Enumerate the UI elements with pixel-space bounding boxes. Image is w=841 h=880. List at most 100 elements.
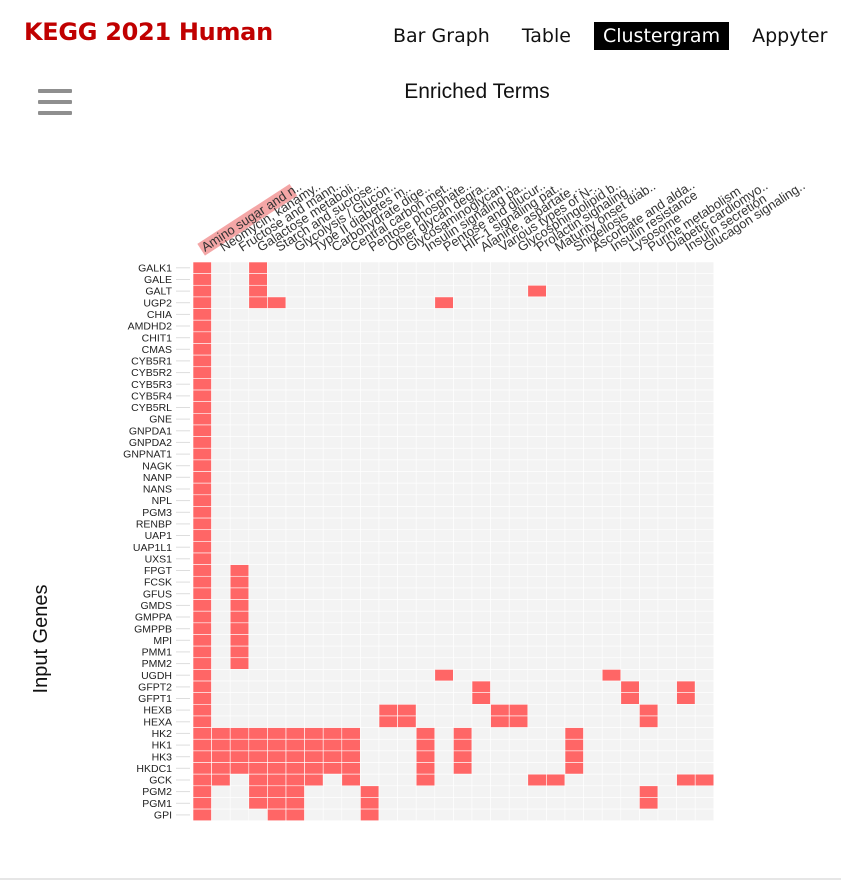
heatmap-cell[interactable] — [322, 610, 343, 624]
heatmap-cell[interactable] — [564, 541, 584, 554]
heatmap-cell[interactable] — [676, 808, 696, 822]
heatmap-cell[interactable] — [694, 366, 715, 379]
heatmap-cell[interactable] — [564, 808, 584, 822]
heatmap-cell[interactable] — [527, 354, 547, 368]
heatmap-cell[interactable] — [620, 331, 640, 344]
heatmap-cell[interactable] — [267, 494, 287, 507]
heatmap-cell[interactable] — [378, 424, 398, 437]
heatmap-cell[interactable] — [601, 494, 622, 507]
heatmap-cell[interactable] — [304, 529, 324, 542]
heatmap-cell[interactable] — [192, 517, 212, 531]
heatmap-cell[interactable] — [322, 587, 343, 600]
heatmap-cell[interactable] — [490, 808, 510, 822]
heatmap-cell[interactable] — [639, 331, 659, 344]
heatmap-cell[interactable] — [229, 808, 250, 822]
heatmap-cell[interactable] — [657, 529, 677, 542]
heatmap-cell[interactable] — [471, 343, 491, 356]
row-label[interactable]: HEXB — [143, 705, 172, 717]
heatmap-cell[interactable] — [341, 413, 361, 426]
heatmap-cell[interactable] — [471, 808, 491, 822]
heatmap-cell[interactable] — [322, 541, 343, 554]
heatmap-cell[interactable] — [267, 669, 287, 682]
heatmap-cell[interactable] — [434, 366, 454, 379]
heatmap-cell[interactable] — [564, 704, 584, 717]
heatmap-cell[interactable] — [583, 517, 603, 531]
heatmap-cell[interactable] — [564, 645, 584, 659]
heatmap-cell[interactable] — [620, 319, 640, 333]
heatmap-cell[interactable] — [620, 273, 640, 286]
heatmap-cell[interactable] — [434, 773, 454, 787]
heatmap-cell[interactable] — [192, 343, 212, 356]
heatmap-cell[interactable] — [211, 436, 231, 449]
heatmap-cell[interactable] — [490, 517, 510, 531]
heatmap-cell[interactable] — [564, 657, 584, 670]
heatmap-cell[interactable] — [639, 727, 659, 740]
heatmap-cell[interactable] — [415, 471, 436, 484]
heatmap-cell[interactable] — [471, 308, 491, 321]
heatmap-cell[interactable] — [434, 564, 454, 577]
heatmap-cell[interactable] — [453, 273, 473, 286]
heatmap-cell[interactable] — [267, 564, 287, 577]
heatmap-cell[interactable] — [490, 738, 510, 752]
heatmap-cell[interactable] — [601, 447, 622, 461]
heatmap-cell[interactable] — [583, 669, 603, 682]
heatmap-cell[interactable] — [546, 692, 566, 705]
heatmap-cell[interactable] — [248, 494, 268, 507]
heatmap-cell[interactable] — [211, 506, 231, 519]
heatmap-cell[interactable] — [453, 331, 473, 344]
row-label[interactable]: GMDS — [141, 600, 173, 612]
heatmap-cell[interactable] — [211, 575, 231, 589]
heatmap-cell[interactable] — [341, 541, 361, 554]
heatmap-cell[interactable] — [527, 610, 547, 624]
heatmap-cell[interactable] — [508, 669, 529, 682]
row-label[interactable]: CMAS — [142, 344, 172, 356]
heatmap-cell[interactable] — [694, 389, 715, 402]
heatmap-cell[interactable] — [378, 319, 398, 333]
heatmap-cell[interactable] — [546, 738, 566, 752]
row-label[interactable]: NANS — [143, 484, 172, 496]
heatmap-cell[interactable] — [341, 622, 361, 635]
heatmap-cell[interactable] — [601, 529, 622, 542]
heatmap-cell[interactable] — [322, 762, 343, 775]
heatmap-cell[interactable] — [248, 669, 268, 682]
row-label[interactable]: CYB5R3 — [131, 379, 172, 391]
heatmap-cell[interactable] — [285, 506, 305, 519]
nav-clustergram[interactable]: Clustergram — [593, 22, 730, 50]
heatmap-cell[interactable] — [453, 785, 473, 798]
heatmap-cell[interactable] — [192, 692, 212, 705]
heatmap-cell[interactable] — [546, 773, 566, 787]
heatmap-cell[interactable] — [285, 343, 305, 356]
heatmap-cell[interactable] — [657, 366, 677, 379]
heatmap-cell[interactable] — [639, 587, 659, 600]
heatmap-cell[interactable] — [694, 261, 715, 274]
heatmap-cell[interactable] — [360, 401, 380, 414]
heatmap-cell[interactable] — [471, 738, 491, 752]
heatmap-cell[interactable] — [360, 308, 380, 321]
heatmap-cell[interactable] — [378, 447, 398, 461]
heatmap-cell[interactable] — [360, 738, 380, 752]
heatmap-cell[interactable] — [415, 413, 436, 426]
heatmap-cell[interactable] — [676, 447, 696, 461]
heatmap-cell[interactable] — [397, 587, 417, 600]
heatmap-cell[interactable] — [490, 785, 510, 798]
heatmap-cell[interactable] — [192, 669, 212, 682]
heatmap-cell[interactable] — [676, 284, 696, 298]
row-label[interactable]: UGP2 — [143, 297, 172, 309]
heatmap-cell[interactable] — [694, 447, 715, 461]
row-label[interactable]: GNPDA1 — [129, 425, 172, 437]
heatmap-cell[interactable] — [564, 575, 584, 589]
heatmap-cell[interactable] — [471, 762, 491, 775]
heatmap-cell[interactable] — [397, 424, 417, 437]
heatmap-cell[interactable] — [657, 808, 677, 822]
heatmap-cell[interactable] — [415, 587, 436, 600]
heatmap-cell[interactable] — [434, 378, 454, 391]
heatmap-cell[interactable] — [285, 785, 305, 798]
row-label[interactable]: NANP — [143, 472, 172, 484]
heatmap-cell[interactable] — [527, 669, 547, 682]
heatmap-cell[interactable] — [471, 401, 491, 414]
heatmap-cell[interactable] — [601, 436, 622, 449]
heatmap-cell[interactable] — [676, 738, 696, 752]
heatmap-cell[interactable] — [341, 529, 361, 542]
heatmap-cell[interactable] — [397, 459, 417, 472]
heatmap-cell[interactable] — [601, 541, 622, 554]
